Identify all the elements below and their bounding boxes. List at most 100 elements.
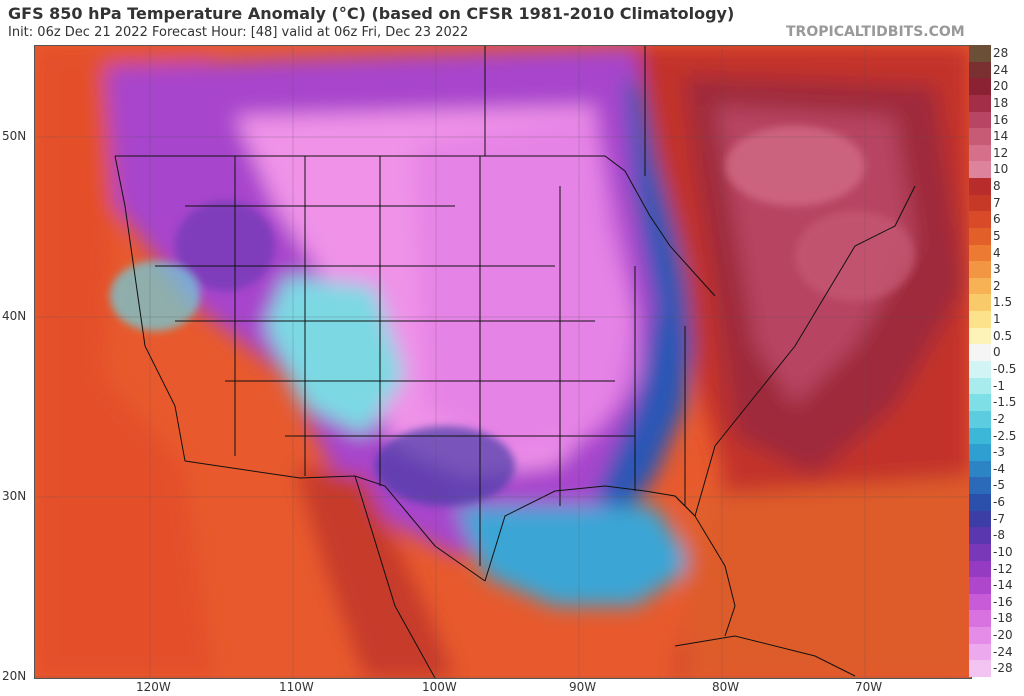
colorbar-entry: -12 [969, 560, 1021, 578]
colorbar-entry: 8 [969, 178, 1021, 195]
colorbar-label: -12 [993, 561, 1013, 576]
colorbar-label: -28 [993, 661, 1013, 676]
east-coast [694, 185, 916, 517]
colorbar-label: -8 [993, 528, 1005, 543]
temperature-anomaly-map[interactable] [34, 45, 972, 679]
colorbar-swatch [969, 45, 991, 62]
colorbar-swatch [969, 227, 991, 245]
west-coast [114, 155, 186, 462]
blue-pocket-idaho [175, 201, 275, 291]
colorbar-entry: -1 [969, 377, 1021, 395]
colorbar-label: 0.5 [993, 328, 1013, 343]
colorbar-label: -20 [993, 628, 1013, 643]
colorbar-entry: -24 [969, 643, 1021, 661]
map-subtitle: Init: 06z Dec 21 2022 Forecast Hour: [48… [8, 25, 469, 40]
colorbar-label: 6 [993, 212, 1001, 227]
colorbar-label: 20 [993, 79, 1009, 94]
colorbar-label: -6 [993, 495, 1005, 510]
colorbar-swatch [969, 94, 991, 112]
colorbar-label: 7 [993, 195, 1001, 210]
colorbar-entry: 12 [969, 144, 1021, 162]
colorbar-entry: -28 [969, 660, 1021, 677]
colorbar-label: -1.5 [993, 395, 1017, 410]
lon-label-110w: 110W [279, 680, 314, 694]
us-mexico-border [184, 460, 486, 582]
colorbar-label: -3 [993, 445, 1005, 460]
colorbar-swatch [969, 593, 991, 611]
warm-mexico-red [295, 466, 455, 678]
map-canvas [35, 46, 971, 678]
colorbar-entry: -5 [969, 477, 1021, 495]
colorbar-entry: -2.5 [969, 427, 1021, 445]
colorbar-label: 0 [993, 345, 1001, 360]
colorbar-swatch [969, 527, 991, 544]
colorbar-swatch [969, 660, 991, 677]
colorbar-label: 3 [993, 262, 1001, 277]
colorbar-swatch [969, 560, 991, 578]
colorbar-entry: -10 [969, 543, 1021, 561]
source-credit: TROPICALTIDBITS.COM [786, 24, 965, 40]
colorbar-swatch [969, 194, 991, 212]
graticule [35, 46, 971, 678]
colorbar-label: 1 [993, 312, 1001, 327]
cuba [674, 635, 856, 677]
us-canada-border [115, 155, 716, 297]
colorbar-label: -7 [993, 511, 1005, 526]
colorbar-swatch [969, 344, 991, 361]
colorbar-label: 5 [993, 228, 1001, 243]
colorbar-label: -2.5 [993, 428, 1017, 443]
lon-label-80w: 80W [712, 680, 740, 694]
colorbar-label: -0.5 [993, 362, 1017, 376]
colorbar-entry: 4 [969, 244, 1021, 262]
colorbar-label: 12 [993, 145, 1009, 160]
orange-southeast [685, 476, 971, 678]
colorbar-entry: -1.5 [969, 394, 1021, 411]
lat-label-40n: 40N [2, 309, 27, 323]
cold-texas-blue [375, 426, 515, 506]
light-blue-nevada [110, 261, 200, 331]
pink-streak-east [725, 126, 865, 206]
colorbar-label: -14 [993, 578, 1013, 593]
colorbar-entry: -16 [969, 593, 1021, 611]
lon-label-120w: 120W [136, 680, 171, 694]
colorbar-swatch [969, 261, 991, 278]
colorbar-swatch [969, 78, 991, 95]
colorbar-swatch [969, 377, 991, 395]
lon-label-100w: 100W [422, 680, 457, 694]
colorbar-swatch [969, 294, 991, 312]
colorbar-swatch [969, 277, 991, 295]
colorbar-swatch [969, 494, 991, 511]
lat-label-30n: 30N [2, 489, 27, 503]
lat-label-20n: 20N [2, 669, 27, 683]
colorbar-label: -4 [993, 461, 1005, 476]
colorbar-entry: 24 [969, 61, 1021, 79]
colorbar-label: -2 [993, 411, 1005, 426]
colorbar-swatch [969, 510, 991, 528]
colorbar-label: 16 [993, 112, 1009, 127]
colorbar-swatch [969, 311, 991, 328]
lon-label-70w: 70W [855, 680, 883, 694]
colorbar-label: -18 [993, 611, 1013, 626]
colorbar-entry: 2 [969, 277, 1021, 295]
colorbar-label: -10 [993, 544, 1013, 559]
colorbar-label: 18 [993, 95, 1009, 110]
gulf-blue-cyan [455, 506, 695, 606]
colorbar-swatch [969, 61, 991, 79]
mexico-interior-line [354, 475, 436, 678]
colorbar-entry: -18 [969, 610, 1021, 628]
warm-west-region [35, 46, 215, 678]
colorbar-entry: 3 [969, 261, 1021, 278]
pink-streak-east-2 [795, 211, 915, 301]
colorbar-entry: 6 [969, 211, 1021, 228]
colorbar-label: 4 [993, 245, 1001, 260]
colorbar-entry: 10 [969, 161, 1021, 179]
colorbar-swatch [969, 327, 991, 345]
colorbar-swatch [969, 178, 991, 195]
colorbar-swatch [969, 477, 991, 495]
colorbar-entry: 20 [969, 78, 1021, 95]
colorbar-swatch [969, 627, 991, 644]
colorbar-swatch [969, 161, 991, 179]
colorbar-entry: -6 [969, 494, 1021, 511]
colorbar-entry: 5 [969, 227, 1021, 245]
colorbar-swatch [969, 361, 991, 378]
